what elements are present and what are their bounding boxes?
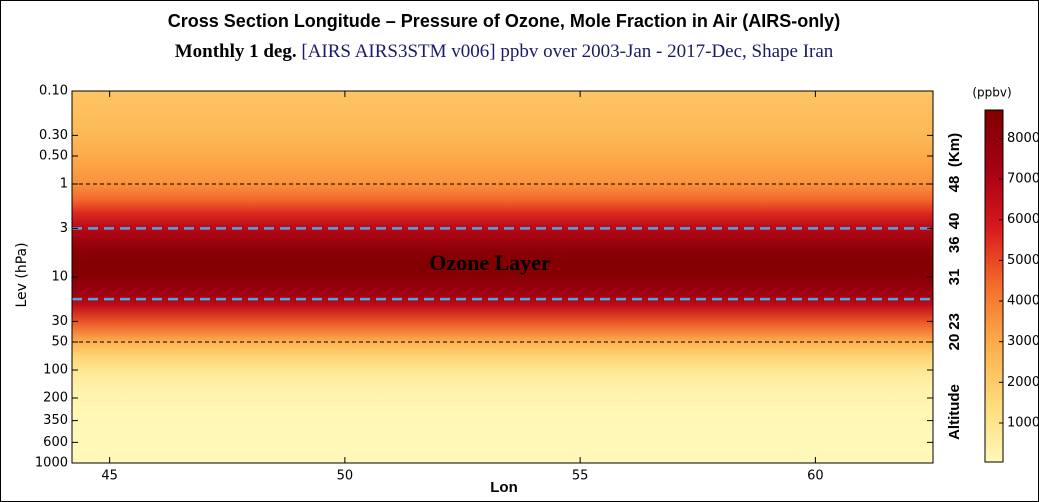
colorbar-tick-label: 1000 (1007, 415, 1039, 430)
heatmap-band (72, 321, 933, 343)
y-tick-label: 100 (43, 363, 68, 378)
subtitle-bold: Monthly 1 deg. (175, 41, 297, 62)
y-tick-label: 3 (60, 221, 68, 236)
chart-subtitle: Monthly 1 deg. [AIRS AIRS3STM v006] ppbv… (175, 41, 834, 62)
y2-axis-label: Altitude (946, 384, 963, 440)
altitude-label: 23 (946, 313, 963, 330)
y-tick-label: 0.10 (39, 84, 68, 99)
heatmap-band (72, 386, 933, 399)
heatmap-band (72, 249, 933, 264)
heatmap-band (72, 228, 933, 250)
x-tick-label: 60 (807, 469, 824, 484)
y-tick-label: 10 (51, 270, 68, 285)
annotation: Ozone Layer (429, 250, 551, 275)
heatmap-band (72, 135, 933, 157)
heatmap-band (72, 425, 933, 436)
plot-area (72, 91, 933, 463)
heatmap-band (72, 435, 933, 443)
heatmap-band (72, 156, 933, 185)
y-tick-label: 0.50 (39, 149, 68, 164)
colorbar (984, 109, 1004, 463)
altitude-label: 20 (946, 334, 963, 351)
x-tick-label: 50 (337, 469, 354, 484)
y-axis-label: Lev (hPa) (14, 242, 30, 307)
y-tick-label: 50 (51, 335, 68, 350)
heatmap-band (72, 184, 933, 201)
heatmap-band (72, 293, 933, 306)
heatmap-band (72, 304, 933, 322)
colorbar-tick-label: 8000 (1007, 131, 1039, 146)
heatmap-band (72, 211, 933, 229)
chart-title: Cross Section Longitude – Pressure of Oz… (168, 11, 840, 31)
heatmap-band (72, 262, 933, 278)
heatmap-band (72, 355, 933, 371)
colorbar-tick-label: 5000 (1007, 253, 1039, 268)
y-tick-label: 1000 (35, 456, 68, 471)
heatmap-band (72, 397, 933, 408)
colorbar-tick-label: 3000 (1007, 334, 1039, 349)
heatmap-band (72, 91, 933, 136)
colorbar-tick-label: 4000 (1007, 294, 1039, 309)
y-tick-label: 30 (51, 314, 68, 329)
heatmap-band (72, 448, 933, 458)
altitude-label: 31 (946, 269, 963, 286)
y-tick-label: 1 (60, 177, 68, 192)
altitude-label: 36 (946, 236, 963, 253)
heatmap-band (72, 277, 933, 294)
y-tick-label: 0.30 (39, 128, 68, 143)
y-tick-label: 350 (43, 413, 68, 428)
heatmap-band (72, 456, 933, 463)
altitude-label: 48 (946, 176, 963, 193)
y2-unit: (Km) (946, 133, 963, 167)
x-tick-label: 45 (101, 469, 118, 484)
altitude-label: 40 (946, 213, 963, 230)
x-axis-label: Lon (490, 479, 518, 496)
colorbar-tick-label: 6000 (1007, 212, 1039, 227)
colorbar-tick-label: 2000 (1007, 375, 1039, 390)
heatmap-band (72, 342, 933, 357)
colorbar-label: (ppbv) (972, 86, 1011, 100)
heatmap-band (72, 200, 933, 213)
heatmap-band (72, 414, 933, 427)
heatmap-band (72, 407, 933, 415)
y-tick-label: 600 (43, 435, 68, 450)
heatmap-band (72, 370, 933, 387)
y-tick-label: 200 (43, 390, 68, 405)
colorbar-tick-label: 7000 (1007, 172, 1039, 187)
x-tick-label: 55 (572, 469, 589, 484)
subtitle-text: [AIRS AIRS3STM v006] ppbv over 2003-Jan … (301, 41, 833, 62)
heatmap-band (72, 442, 933, 450)
